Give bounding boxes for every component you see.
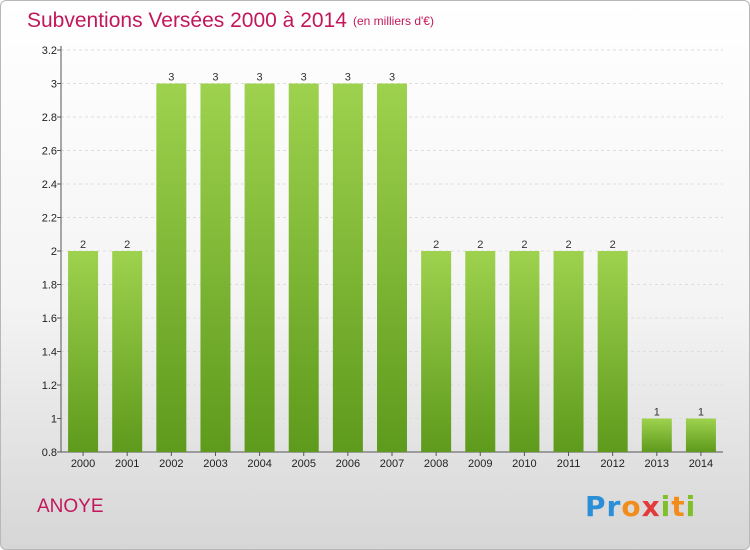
data-label: 2 xyxy=(565,239,571,251)
x-tick-label: 2010 xyxy=(512,458,536,470)
data-label: 1 xyxy=(698,407,704,419)
x-tick-label: 2003 xyxy=(203,458,227,470)
bar xyxy=(377,83,407,452)
bar xyxy=(509,251,540,452)
y-tick-label: 1.4 xyxy=(42,347,57,359)
data-label: 3 xyxy=(301,72,307,84)
bar xyxy=(685,418,716,452)
y-tick-label: 2.8 xyxy=(42,112,57,124)
bar xyxy=(641,418,672,452)
data-label: 2 xyxy=(521,239,527,251)
x-tick-label: 2004 xyxy=(247,458,271,470)
data-label: 1 xyxy=(654,407,660,419)
bar xyxy=(553,251,584,452)
commune-name: ANOYE xyxy=(37,496,104,517)
bar xyxy=(112,251,143,452)
x-tick-label: 2008 xyxy=(424,458,448,470)
x-tick-label: 2005 xyxy=(291,458,315,470)
data-label: 3 xyxy=(168,72,174,84)
bar xyxy=(200,83,231,452)
bar xyxy=(244,83,275,452)
x-tick-label: 2014 xyxy=(689,458,713,470)
x-tick-label: 2013 xyxy=(645,458,669,470)
data-label: 2 xyxy=(433,239,439,251)
x-tick-label: 2012 xyxy=(600,458,624,470)
y-tick-label: 1.6 xyxy=(42,313,57,325)
proxiti-logo: Proxiti xyxy=(585,490,697,523)
bar xyxy=(68,251,99,452)
y-tick-label: 1.8 xyxy=(42,280,57,292)
bar xyxy=(332,83,363,452)
bar xyxy=(421,251,452,452)
data-label: 3 xyxy=(389,72,395,84)
data-label: 2 xyxy=(124,239,130,251)
chart-title: Subventions Versées 2000 à 2014 xyxy=(27,9,347,32)
x-tick-label: 2000 xyxy=(71,458,95,470)
x-tick-label: 2007 xyxy=(380,458,404,470)
y-tick-label: 2.2 xyxy=(42,213,57,225)
y-tick-label: 1 xyxy=(51,414,57,426)
data-label: 2 xyxy=(477,239,483,251)
y-tick-label: 3 xyxy=(51,79,57,91)
data-label: 3 xyxy=(212,72,218,84)
chart-subtitle: (en milliers d'€) xyxy=(353,14,434,28)
x-tick-label: 2001 xyxy=(115,458,139,470)
x-tick-label: 2006 xyxy=(336,458,360,470)
y-tick-label: 2.4 xyxy=(42,179,57,191)
y-tick-label: 2.6 xyxy=(42,146,57,158)
y-tick-label: 2 xyxy=(51,246,57,258)
x-tick-label: 2011 xyxy=(557,458,581,470)
bars xyxy=(68,83,716,452)
data-label: 2 xyxy=(80,239,86,251)
y-tick-label: 0.8 xyxy=(42,447,57,459)
bar xyxy=(597,251,628,452)
bar xyxy=(465,251,496,452)
data-label: 3 xyxy=(345,72,351,84)
y-tick-label: 1.2 xyxy=(42,380,57,392)
bar xyxy=(288,83,319,452)
x-tick-label: 2002 xyxy=(159,458,183,470)
bar xyxy=(156,83,187,452)
data-label: 3 xyxy=(257,72,263,84)
labels: 0.8 1 1.2 1.4 1.6 1.8 2 2.2 2.4 2.6 2.8 3 3.2 2 2000 2 2… xyxy=(42,45,713,470)
x-tick-label: 2009 xyxy=(468,458,492,470)
data-label: 2 xyxy=(610,239,616,251)
y-tick-label: 3.2 xyxy=(42,45,57,57)
